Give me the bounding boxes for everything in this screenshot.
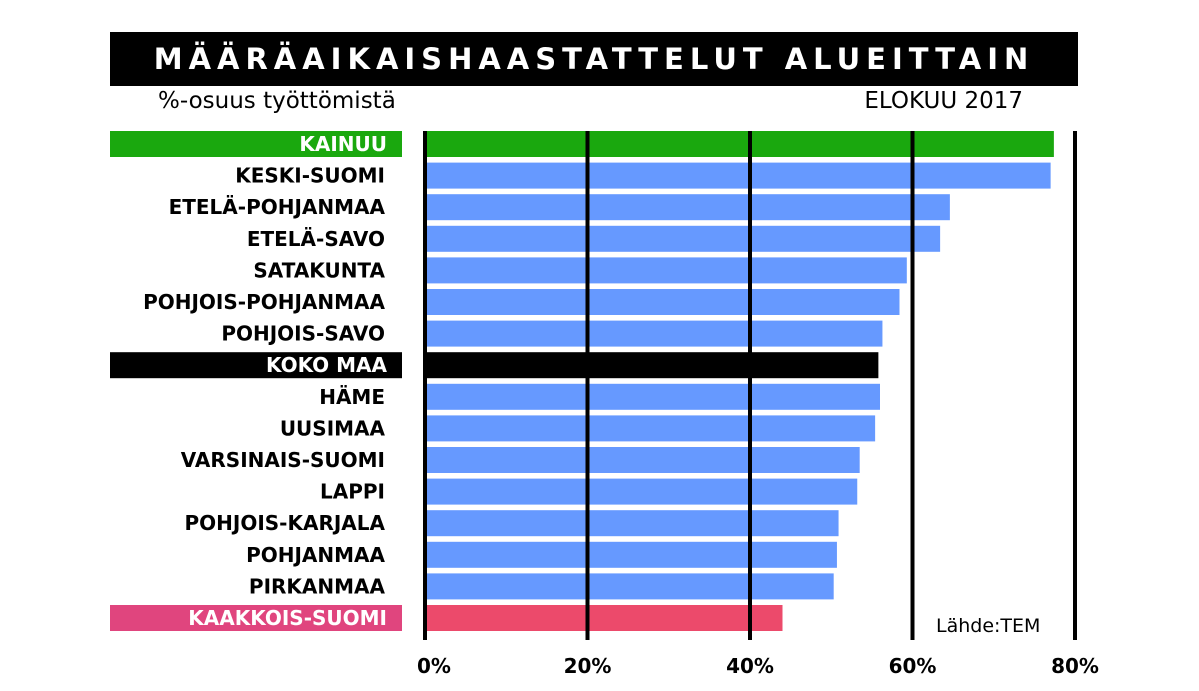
category-label-pohjois-karjala: POHJOIS-KARJALA (184, 511, 385, 535)
x-tick-label-20: 20% (564, 654, 612, 678)
source-label: Lähde:TEM (936, 615, 1041, 637)
x-tick-label-0: 0% (417, 654, 451, 678)
chart-subtitle: %-osuus työttömistä (158, 88, 396, 114)
category-label-etela-pohjanmaa: ETELÄ-POHJANMAA (169, 195, 386, 219)
category-label-pohjanmaa: POHJANMAA (246, 543, 385, 567)
bar-lappi (425, 478, 858, 505)
date-label: ELOKUU 2017 (864, 88, 1023, 114)
category-label-pohjois-pohjanmaa: POHJOIS-POHJANMAA (143, 290, 385, 314)
ticks-layer: 0% 20% 40% 60% 80% (417, 654, 1099, 678)
grid-layer (423, 131, 1077, 640)
bar-kainuu (425, 131, 1054, 157)
category-label-satakunta: SATAKUNTA (253, 258, 385, 282)
bar-uusimaa (425, 415, 876, 442)
category-label-pirkanmaa: PIRKANMAA (249, 574, 386, 598)
labels-layer: KAINUU KESKI-SUOMI ETELÄ-POHJANMAA ETELÄ-SA… (110, 131, 402, 631)
category-label-hame: HÄME (319, 385, 385, 409)
bar-koko-maa (425, 352, 879, 379)
bar-etela-savo (425, 225, 941, 252)
category-label-varsinais-suomi: VARSINAIS-SUOMI (181, 448, 385, 472)
bar-kaakkois-suomi (425, 605, 783, 631)
label-highlight-koko-maa (110, 352, 402, 379)
bar-pirkanmaa (425, 573, 834, 600)
category-label-lappi: LAPPI (320, 480, 385, 504)
x-tick-label-60: 60% (889, 654, 937, 678)
label-highlight-kaakkois-suomi (110, 605, 402, 631)
bar-pohjois-pohjanmaa (425, 289, 900, 315)
bar-hame (425, 383, 880, 410)
bar-keski-suomi (425, 162, 1051, 189)
bar-pohjois-savo (425, 320, 883, 347)
category-label-kaakkois-suomi: KAAKKOIS-SUOMI (188, 606, 387, 630)
bar-pohjanmaa (425, 541, 837, 568)
bar-pohjois-karjala (425, 510, 839, 537)
chart-title: MÄÄRÄAIKAISHAASTATTELUT ALUEITTAIN (110, 32, 1078, 86)
category-label-keski-suomi: KESKI-SUOMI (235, 164, 385, 188)
x-tick-label-40: 40% (726, 654, 774, 678)
category-label-pohjois-savo: POHJOIS-SAVO (221, 322, 385, 346)
category-label-kainuu: KAINUU (299, 132, 387, 156)
category-label-uusimaa: UUSIMAA (280, 416, 386, 440)
label-highlight-kainuu (110, 131, 402, 157)
category-label-koko-maa: KOKO MAA (266, 353, 388, 377)
bar-varsinais-suomi (425, 447, 860, 473)
bar-etela-pohjanmaa (425, 194, 950, 221)
bar-satakunta (425, 257, 907, 284)
x-tick-label-80: 80% (1051, 654, 1099, 678)
category-label-etela-savo: ETELÄ-SAVO (247, 227, 385, 251)
bars-layer (425, 131, 1054, 631)
